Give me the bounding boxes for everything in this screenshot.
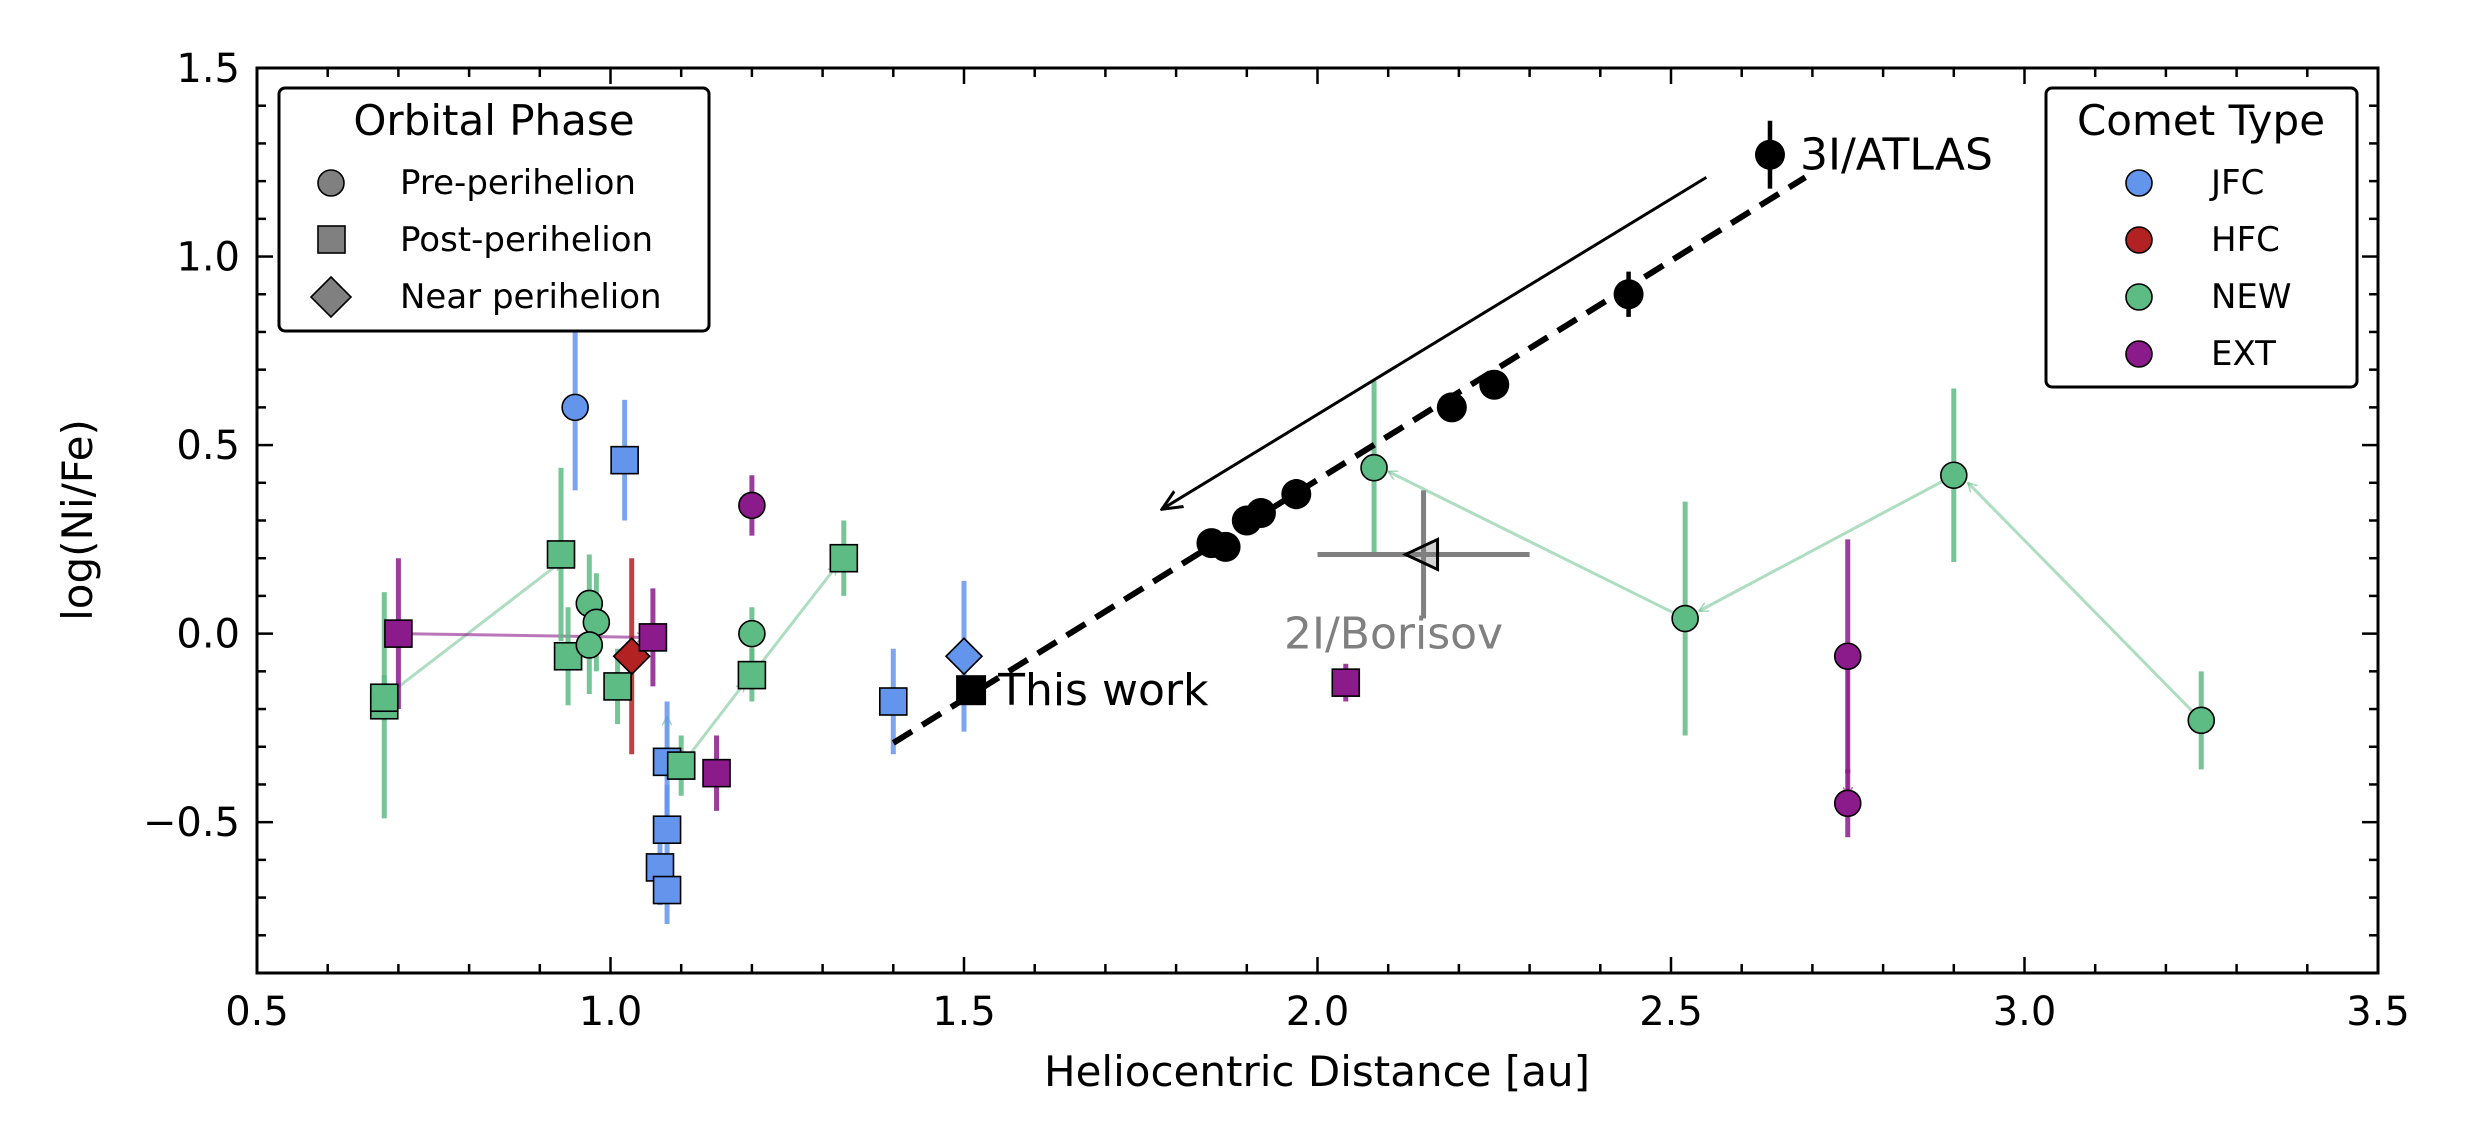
markers-layer [369, 139, 2216, 905]
y-tick-label: 1.0 [176, 235, 240, 281]
y-tick-labels: 1.5 1.0 0.5 0.0 −0.5 [143, 46, 240, 846]
atlas-label: 3I/ATLAS [1800, 130, 1993, 181]
connection-arrow [1968, 483, 2203, 722]
data-point-jfc [652, 875, 682, 905]
x-tick-label: 3.0 [1993, 989, 2057, 1035]
legend-new-label: NEW [2211, 277, 2292, 317]
legend-ext-marker [2125, 340, 2153, 368]
legend-new-marker [2125, 283, 2153, 311]
legend-ext-label: EXT [2211, 334, 2276, 374]
data-point-jfc [944, 637, 984, 676]
this-work-marker [956, 675, 987, 706]
legend-phase-title: Orbital Phase [353, 96, 634, 145]
legend-hfc-marker [2125, 226, 2153, 254]
legend-type-box [2044, 86, 2359, 389]
data-point-new [666, 751, 696, 780]
legend-hfc-label: HFC [2211, 220, 2280, 260]
annotations-layer: 3I/ATLAS This work 2I/Borisov [997, 130, 1993, 716]
data-point-new [737, 660, 767, 690]
data-point-ext [738, 491, 766, 520]
data-point-jfc [561, 393, 589, 422]
data-point-new [829, 543, 859, 573]
data-point-new [1671, 604, 1699, 633]
x-tick-labels: 0.5 1.0 1.5 2.0 2.5 3.0 3.5 [225, 989, 2410, 1035]
atlas-fit-line [891, 174, 1807, 746]
data-point-ext [1331, 668, 1361, 697]
legend-orbital-phase: Orbital Phase Pre-perihelion Post-perihe… [277, 86, 711, 333]
data-point-new [2187, 706, 2216, 735]
data-point-ext [702, 758, 731, 788]
x-tick-label: 1.0 [579, 989, 643, 1035]
connection-arrow [1388, 470, 1686, 620]
data-point-ext [1833, 789, 1862, 818]
this-work-label: This work [997, 665, 1209, 716]
atlas-point [1281, 479, 1312, 510]
connection-arrow [1699, 473, 1955, 613]
legend-near-perihelion-marker [309, 275, 353, 319]
atlas-point [1613, 279, 1644, 310]
borisov-label: 2I/Borisov [1284, 609, 1503, 660]
atlas-point [1245, 497, 1276, 528]
y-tick-label: 0.0 [176, 612, 240, 658]
data-point-ext [638, 623, 668, 652]
legend-post-perihelion-label: Post-perihelion [400, 220, 653, 260]
legend-comet-type: Comet Type JFC HFC NEW EXT [2044, 86, 2359, 389]
x-axis-label: Heliocentric Distance [au] [1044, 1047, 1590, 1096]
legend-post-perihelion-marker [317, 225, 346, 254]
data-point-jfc [652, 815, 682, 845]
atlas-point [1479, 369, 1510, 400]
data-point-jfc [610, 445, 639, 475]
borisov-marker [1402, 537, 1440, 572]
legend-pre-perihelion-marker [317, 169, 345, 197]
y-tick-label: −0.5 [143, 800, 240, 846]
x-tick-label: 2.5 [1639, 989, 1703, 1035]
legend-pre-perihelion-label: Pre-perihelion [400, 163, 636, 203]
x-tick-label: 0.5 [225, 989, 289, 1035]
data-point-new [738, 619, 766, 648]
data-point-ext [384, 619, 413, 648]
atlas-point [1436, 392, 1467, 423]
connection-arrow [398, 632, 645, 638]
plot-frame [255, 66, 2380, 975]
y-tick-label: 0.5 [176, 423, 240, 469]
legend-jfc-label: JFC [2209, 163, 2264, 203]
x-tick-label: 3.5 [2346, 989, 2410, 1035]
data-point-new [575, 631, 604, 659]
x-tick-label: 2.0 [1286, 989, 1350, 1035]
data-point-ext [1833, 642, 1862, 671]
x-tick-label: 1.5 [932, 989, 996, 1035]
data-point-new [369, 683, 399, 713]
legend-near-perihelion-label: Near perihelion [400, 277, 662, 317]
data-point-new [1940, 461, 1968, 490]
atlas-direction-arrow [1162, 176, 1708, 509]
connections-layer [383, 470, 2203, 795]
legend-phase-box [277, 86, 711, 333]
data-point-new [603, 672, 632, 701]
atlas-point [1754, 139, 1785, 170]
legend-jfc-marker [2125, 169, 2153, 197]
data-point-new [546, 540, 576, 569]
y-axis-label: log(Ni/Fe) [53, 419, 102, 621]
atlas-point [1210, 531, 1241, 562]
connection-arrow [383, 560, 561, 699]
data-point-jfc [878, 687, 908, 716]
atlas-fit-layer [891, 174, 1807, 746]
legend-type-title: Comet Type [2077, 96, 2325, 145]
y-tick-label: 1.5 [176, 46, 240, 92]
data-point-new [1360, 453, 1388, 482]
connection-arrow [750, 566, 838, 677]
